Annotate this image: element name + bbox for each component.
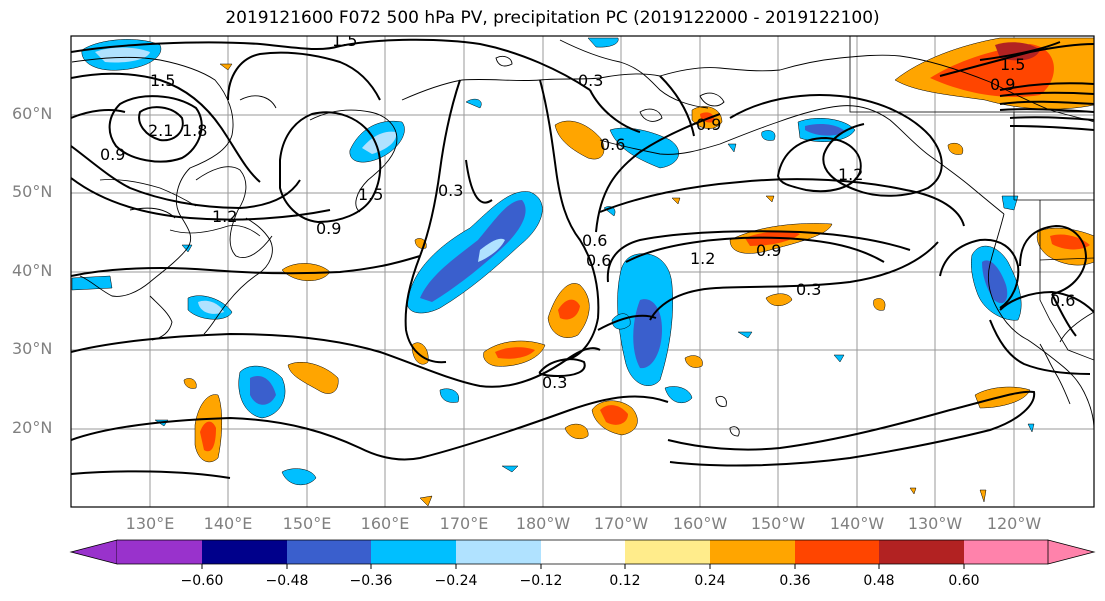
contour-label: 1.5 [332,31,357,50]
lat-label: 50°N [12,182,53,201]
colorbar-segment [69,539,118,565]
colorbar-tick-label: 0.24 [694,573,726,589]
lat-label: 60°N [12,104,53,123]
contour-label: 0.6 [1050,291,1075,310]
colorbar-segment [1047,539,1096,565]
contour-label: 0.6 [600,135,625,154]
colorbar-segment [371,540,456,564]
colorbar-tick-label: −0.60 [180,573,224,589]
lon-label: 130°W [907,514,963,533]
colorbar-tick-label: −0.36 [349,573,393,589]
colorbar-segment [287,540,371,564]
contour-label: 1.5 [150,71,175,90]
lon-label: 160°E [360,514,410,533]
contour-label: 2.1 [148,121,173,140]
lon-label: 140°W [829,514,885,533]
contour-label: 0.6 [586,251,611,270]
contour-label: 0.3 [578,71,603,90]
contour-label: 0.9 [990,75,1015,94]
colorbar-tick-label: 0.48 [863,573,895,589]
lat-label: 20°N [12,418,53,437]
colorbar-segment [202,540,287,564]
lon-label: 140°E [203,514,253,533]
colorbar-segment [456,540,541,564]
contour-label: 0.6 [582,231,607,250]
colorbar-segment [117,540,202,564]
map-title: 2019121600 F072 500 hPa PV, precipitatio… [225,8,880,28]
colorbar-tick-label: 0.60 [948,573,980,589]
contour-label: 1.8 [182,121,207,140]
colorbar-tick-label: 0.12 [609,573,641,589]
lon-label: 150°W [750,514,806,533]
contour-label: 0.9 [756,241,781,260]
pv-contours [71,38,1094,479]
colorbar-segment [964,540,1048,564]
colorbar-segment [879,540,964,564]
contour-label: 0.9 [100,145,125,164]
colorbar-tick-label: −0.48 [265,573,309,589]
lon-label: 180°W [515,514,571,533]
colorbar-tick-label: −0.24 [434,573,478,589]
contour-label: 0.3 [542,373,567,392]
lon-label: 170°W [593,514,649,533]
contour-label: 1.5 [1000,55,1025,74]
lon-label: 160°W [672,514,728,533]
contour-label: 1.2 [838,165,863,184]
colorbar-segment [710,540,795,564]
contour-label: 1.5 [358,185,383,204]
contour-label: 0.3 [438,181,463,200]
contour-label: 1.2 [690,249,715,268]
lat-label: 30°N [12,339,53,358]
lon-label: 130°E [125,514,175,533]
colorbar-tick-label: 0.36 [779,573,811,589]
colorbar-segment [625,540,710,564]
colorbar-segment [795,540,879,564]
lon-label: 120°W [986,514,1042,533]
contour-label: 0.9 [316,219,341,238]
lon-label: 150°E [282,514,332,533]
lon-label: 170°E [439,514,489,533]
contour-label: 0.3 [796,280,821,299]
lat-label: 40°N [12,261,53,280]
contour-labels: 1.5 1.5 2.1 1.8 0.9 0.3 1.2 1.5 0.9 0.3 … [100,31,1075,392]
colorbar-tick-label: −0.12 [519,573,563,589]
colorbar [69,539,1096,569]
map-frame [70,35,1095,508]
coastlines [71,39,1094,437]
contour-label: 0.9 [696,115,721,134]
contour-label: 1.2 [212,207,237,226]
colorbar-segment [541,540,625,564]
